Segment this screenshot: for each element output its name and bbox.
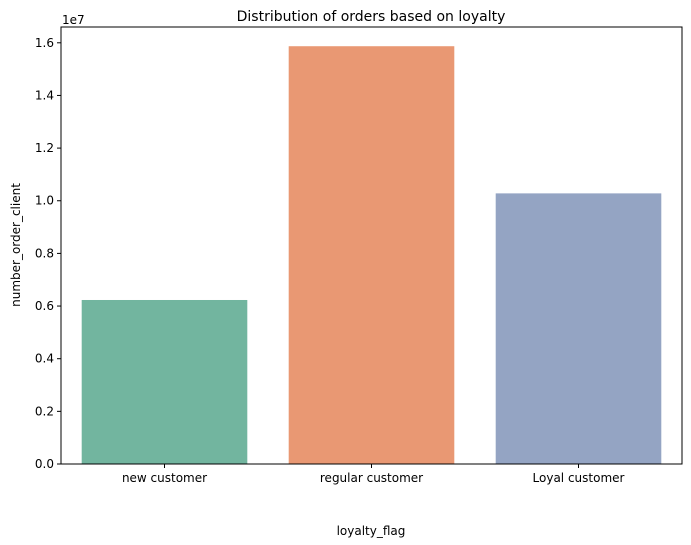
y-tick-label: 0.2 bbox=[35, 404, 54, 418]
bar-loyal-customer bbox=[495, 193, 662, 464]
x-tick-label: Loyal customer bbox=[533, 471, 625, 485]
y-tick-label: 1.0 bbox=[35, 194, 54, 208]
y-tick-label: 1.6 bbox=[35, 36, 54, 50]
y-tick-label: 1.2 bbox=[35, 141, 54, 155]
x-tick-label: new customer bbox=[122, 471, 207, 485]
bars bbox=[81, 46, 662, 464]
y-axis-ticks: 0.0 0.2 0.4 0.6 0.8 1.0 1.2 1.4 1.6 bbox=[35, 36, 61, 471]
y-tick-label: 0.8 bbox=[35, 246, 54, 260]
y-scale-label: 1e7 bbox=[62, 13, 85, 27]
y-axis-label: number_order_client bbox=[9, 183, 23, 307]
x-axis-ticks: new customer regular customer Loyal custom… bbox=[122, 464, 625, 485]
bar-new-customer bbox=[81, 299, 248, 464]
y-tick-label: 0.6 bbox=[35, 299, 54, 313]
chart-title: Distribution of orders based on loyalty bbox=[237, 9, 506, 25]
y-tick-label: 0.0 bbox=[35, 457, 54, 471]
x-tick-label: regular customer bbox=[320, 471, 423, 485]
y-tick-label: 0.4 bbox=[35, 352, 54, 366]
plot-frame bbox=[60, 26, 683, 465]
x-axis-label: loyalty_flag bbox=[337, 524, 406, 538]
y-tick-label: 1.4 bbox=[35, 88, 54, 102]
bar-regular-customer bbox=[288, 46, 455, 464]
